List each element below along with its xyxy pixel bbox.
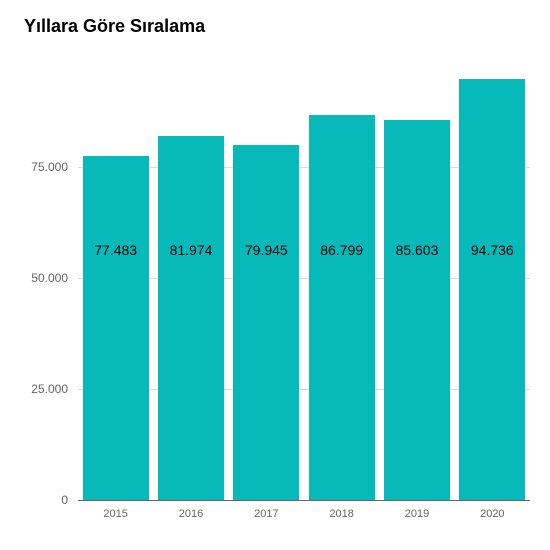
bar xyxy=(158,136,224,500)
bar-value-label: 81.974 xyxy=(158,242,224,258)
x-tick-label: 2015 xyxy=(78,508,153,520)
y-tick-label: 25.000 xyxy=(18,382,68,396)
bar-value-label: 77.483 xyxy=(83,242,149,258)
x-tick-label: 2019 xyxy=(379,508,454,520)
bar-value-label: 79.945 xyxy=(233,242,299,258)
bar xyxy=(384,120,450,500)
bar-value-label: 85.603 xyxy=(384,242,450,258)
chart-title: Yıllara Göre Sıralama xyxy=(24,16,205,37)
bar-value-label: 94.736 xyxy=(459,242,525,258)
bar xyxy=(309,115,375,500)
x-tick-label: 2018 xyxy=(304,508,379,520)
bar-value-label: 86.799 xyxy=(309,242,375,258)
bar xyxy=(233,145,299,500)
x-tick-label: 2016 xyxy=(153,508,228,520)
y-tick-label: 50.000 xyxy=(18,271,68,285)
bar xyxy=(83,156,149,500)
plot-area: 77.483 81.974 79.945 86.799 85.603 94.736 xyxy=(78,56,530,500)
bar xyxy=(459,79,525,500)
x-axis xyxy=(78,500,530,501)
y-tick-label: 0 xyxy=(18,493,68,507)
y-tick-label: 75.000 xyxy=(18,160,68,174)
ranking-by-year-chart: Yıllara Göre Sıralama 77.483 81.974 79.945… xyxy=(0,0,550,550)
x-tick-label: 2017 xyxy=(229,508,304,520)
x-tick-label: 2020 xyxy=(455,508,530,520)
